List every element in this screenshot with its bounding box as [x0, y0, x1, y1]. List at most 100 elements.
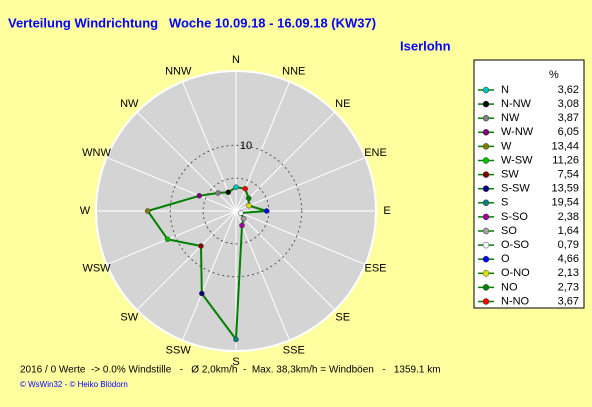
legend-value: 2,13 — [558, 267, 579, 279]
legend-marker — [482, 255, 490, 263]
legend-label: S-SO — [501, 211, 528, 223]
direction-label: WNW — [82, 147, 111, 159]
wind-point — [199, 290, 205, 297]
legend-value: 13,44 — [551, 140, 579, 152]
direction-label: NE — [335, 98, 350, 110]
wind-point — [164, 236, 171, 243]
legend-marker — [482, 227, 490, 235]
legend-marker — [482, 199, 490, 207]
legend-label: SW — [501, 169, 519, 181]
legend-marker — [482, 143, 490, 150]
legend-label: SO — [501, 225, 517, 237]
legend-label: W-SW — [501, 154, 533, 166]
legend-marker — [482, 270, 490, 277]
direction-label: SSW — [166, 344, 192, 356]
legend-label: N-NW — [501, 98, 532, 110]
chart-title: Verteilung Windrichtung Woche 10.09.18 -… — [8, 15, 376, 30]
spoke — [235, 210, 291, 341]
legend-marker — [482, 100, 490, 108]
wind-point — [242, 185, 248, 192]
legend-label: S-SW — [501, 183, 530, 195]
footer: 2016 / 0 Werte -> 0.0% Windstille - Ø 2,… — [20, 365, 441, 376]
legend-marker — [482, 114, 490, 122]
direction-label: W — [80, 205, 91, 217]
wind-point — [263, 208, 270, 214]
wind-point — [233, 184, 239, 190]
direction-label: N — [232, 54, 240, 66]
legend-value: 11,26 — [552, 154, 579, 166]
direction-label: NNW — [165, 65, 192, 77]
direction-label: NW — [120, 98, 139, 110]
legend-value: 2,73 — [558, 281, 579, 293]
legend-value: 6,05 — [558, 126, 579, 138]
spoke — [136, 210, 237, 311]
legend-label: S — [501, 197, 508, 209]
spoke — [106, 210, 237, 266]
direction-label: WSW — [82, 263, 111, 275]
wind-point — [215, 190, 221, 196]
legend-value: 2,38 — [558, 211, 579, 223]
spoke — [235, 111, 336, 212]
direction-label: ESE — [364, 263, 386, 275]
spoke — [235, 210, 336, 311]
grid-circle — [169, 144, 303, 278]
legend-value: 3,67 — [558, 295, 579, 307]
legend-marker — [482, 241, 490, 249]
direction-label: ENE — [364, 147, 387, 159]
wind-point — [239, 222, 245, 229]
wind-point — [238, 210, 244, 216]
wind-point — [196, 193, 203, 199]
legend-marker — [482, 284, 490, 291]
wind-point — [198, 243, 204, 249]
spoke — [106, 156, 237, 212]
chart-subtitle: Iserlohn — [400, 38, 451, 53]
legend-label: NW — [501, 112, 520, 124]
legend-value: 7,54 — [558, 169, 579, 181]
legend-value: 3,87 — [558, 112, 579, 124]
legend-value: 3,62 — [558, 84, 579, 96]
legend-label: O — [501, 253, 510, 265]
wind-point — [233, 336, 239, 343]
legend-box — [473, 59, 585, 309]
legend-title: % — [549, 69, 559, 81]
wind-point — [225, 189, 232, 196]
legend-label: N-NO — [501, 295, 530, 307]
spoke — [235, 210, 366, 266]
legend-value: 1,64 — [558, 225, 579, 237]
legend-label: N — [501, 84, 509, 96]
direction-label: SSE — [283, 344, 305, 356]
legend-marker — [482, 157, 490, 164]
legend-marker — [482, 171, 490, 178]
direction-label: E — [383, 205, 390, 217]
direction-label: SW — [120, 312, 138, 324]
legend-label: O-SO — [501, 239, 530, 251]
wind-point — [240, 215, 247, 222]
spoke — [181, 81, 237, 212]
legend-marker — [482, 213, 490, 221]
legend-value: 3,08 — [558, 98, 579, 110]
legend-marker — [482, 298, 490, 305]
legend-value: 0,79 — [558, 239, 579, 251]
legend-label: O-NO — [501, 267, 530, 279]
wind-point — [245, 195, 252, 202]
wind-point — [246, 202, 252, 209]
spoke — [235, 156, 366, 212]
legend-value: 19,54 — [551, 197, 579, 209]
legend-value: 4,66 — [558, 253, 579, 265]
direction-label: SE — [335, 312, 350, 324]
legend-marker — [482, 185, 490, 192]
wind-point — [144, 208, 151, 214]
legend-label: W-NW — [501, 126, 534, 138]
legend-marker — [482, 129, 490, 136]
direction-label: NNE — [282, 65, 305, 77]
legend-marker — [482, 86, 490, 94]
legend-label: NO — [501, 281, 518, 293]
legend-label: W — [501, 140, 512, 152]
legend-value: 13,59 — [551, 183, 579, 195]
direction-label: S — [232, 356, 239, 368]
credit: © WsWin32 - © Heiko Blödorn — [20, 380, 128, 389]
r-tick-label: 10 — [240, 140, 252, 152]
spoke — [181, 210, 237, 341]
